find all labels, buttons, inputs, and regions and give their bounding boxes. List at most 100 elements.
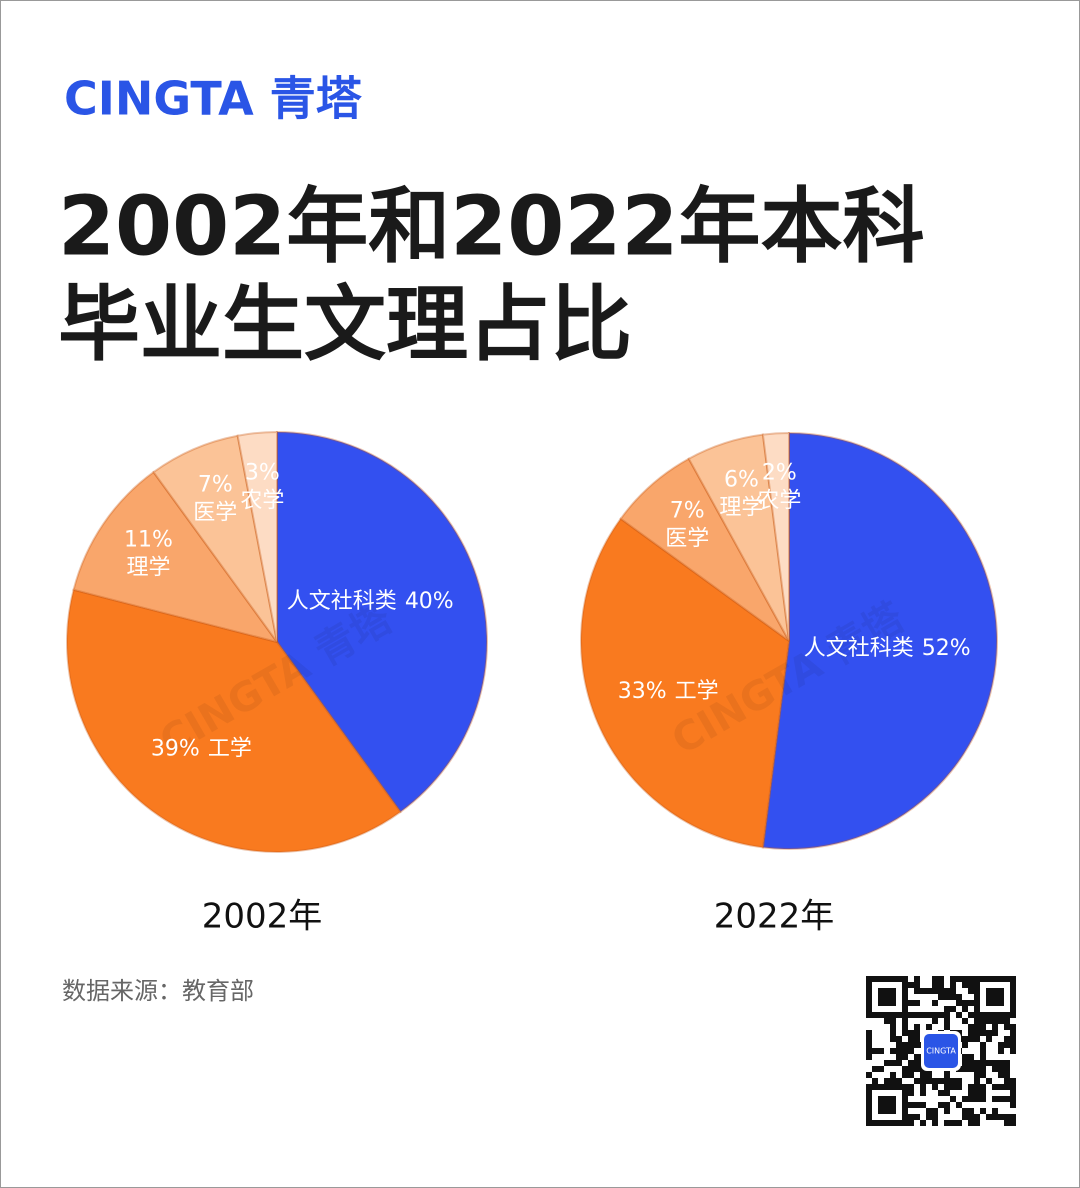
qr-module <box>932 1012 938 1018</box>
qr-module <box>968 1096 974 1102</box>
qr-module <box>890 1120 896 1126</box>
qr-module <box>1004 1066 1010 1072</box>
qr-module <box>974 1000 980 1006</box>
qr-module <box>866 982 872 988</box>
qr-module <box>998 1000 1004 1006</box>
qr-module <box>902 1000 908 1006</box>
slice-category: 理学 <box>126 556 170 581</box>
qr-module <box>866 1102 872 1108</box>
qr-module <box>890 994 896 1000</box>
qr-module <box>950 976 956 982</box>
qr-module <box>980 1060 986 1066</box>
qr-module <box>866 1048 872 1054</box>
qr-module <box>908 1000 914 1006</box>
qr-module <box>980 1018 986 1024</box>
qr-module <box>932 1084 938 1090</box>
qr-module <box>950 1096 956 1102</box>
qr-module <box>992 1066 998 1072</box>
qr-module <box>980 1072 986 1078</box>
qr-module <box>950 1006 956 1012</box>
qr-module <box>998 1060 1004 1066</box>
qr-module <box>974 1114 980 1120</box>
pie-slice <box>72 470 280 644</box>
qr-module <box>866 1006 872 1012</box>
qr-module <box>902 1042 908 1048</box>
qr-module <box>902 1030 908 1036</box>
qr-module <box>962 1108 968 1114</box>
slice-category: 医学 <box>193 500 237 525</box>
qr-module <box>932 1078 938 1084</box>
qr-module <box>944 1108 950 1114</box>
qr-module <box>992 1060 998 1066</box>
qr-module <box>938 976 944 982</box>
qr-module <box>884 1108 890 1114</box>
qr-module <box>1010 1078 1016 1084</box>
qr-module <box>884 1102 890 1108</box>
qr-module <box>998 1072 1004 1078</box>
qr-module <box>986 1060 992 1066</box>
slice-value: 3% <box>245 460 280 485</box>
qr-module <box>968 982 974 988</box>
qr-module <box>980 1090 986 1096</box>
qr-module <box>866 1084 872 1090</box>
qr-module <box>932 1000 938 1006</box>
qr-module <box>968 1084 974 1090</box>
qr-module <box>944 1078 950 1084</box>
qr-module <box>890 1048 896 1054</box>
qr-module <box>872 1048 878 1054</box>
slice-category: 农学 <box>240 488 284 513</box>
qr-module <box>986 1030 992 1036</box>
qr-module <box>938 1090 944 1096</box>
qr-module <box>962 1036 968 1042</box>
qr-module <box>944 1018 950 1024</box>
qr-module <box>914 1036 920 1042</box>
qr-module <box>866 1054 872 1060</box>
qr-module <box>908 1030 914 1036</box>
qr-module <box>998 1048 1004 1054</box>
qr-module <box>980 1030 986 1036</box>
pie-slice <box>236 430 278 643</box>
slice-label: 工学 <box>208 737 252 762</box>
qr-module <box>998 976 1004 982</box>
qr-module <box>902 1072 908 1078</box>
qr-module <box>1010 1096 1016 1102</box>
qr-module <box>974 1024 980 1030</box>
qr-module <box>956 1120 962 1126</box>
qr-module <box>866 1036 872 1042</box>
qr-module <box>968 1030 974 1036</box>
qr-logo-text: CINGTA <box>926 1047 956 1056</box>
qr-module <box>926 988 932 994</box>
qr-module <box>962 1018 968 1024</box>
qr-module <box>890 1078 896 1084</box>
qr-module <box>914 1102 920 1108</box>
qr-module <box>884 1012 890 1018</box>
qr-module <box>968 1066 974 1072</box>
qr-module <box>902 982 908 988</box>
qr-module <box>986 1018 992 1024</box>
qr-module <box>992 994 998 1000</box>
qr-module <box>914 976 920 982</box>
qr-module <box>914 1078 920 1084</box>
qr-module <box>890 1036 896 1042</box>
qr-module <box>974 982 980 988</box>
qr-module <box>962 1000 968 1006</box>
qr-module <box>1004 1078 1010 1084</box>
qr-module <box>872 1012 878 1018</box>
qr-module <box>914 982 920 988</box>
qr-module <box>920 1102 926 1108</box>
qr-module <box>926 1108 932 1114</box>
qr-module <box>968 1024 974 1030</box>
qr-module <box>944 1084 950 1090</box>
qr-module <box>998 1012 1004 1018</box>
qr-module <box>896 1054 902 1060</box>
qr-module <box>968 1108 974 1114</box>
qr-module <box>902 1120 908 1126</box>
qr-module <box>902 1102 908 1108</box>
qr-module <box>878 1000 884 1006</box>
qr-module <box>980 1024 986 1030</box>
qr-module <box>962 1114 968 1120</box>
qr-module <box>992 1018 998 1024</box>
qr-module <box>926 1012 932 1018</box>
qr-module <box>920 1078 926 1084</box>
